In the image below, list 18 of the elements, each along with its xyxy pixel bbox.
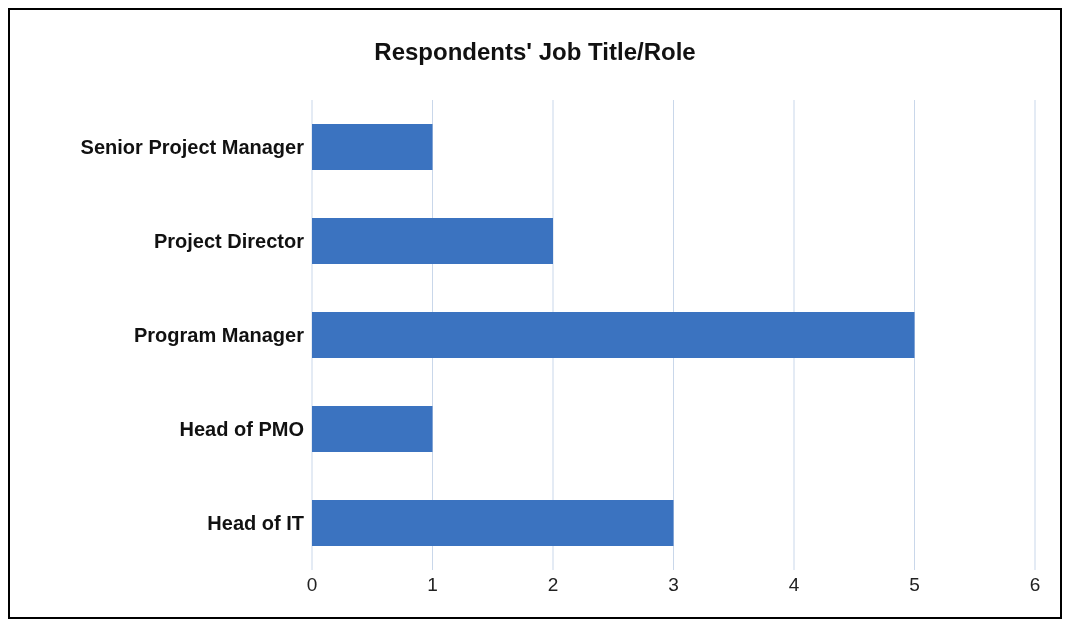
bar [312, 124, 433, 170]
bar [312, 312, 915, 358]
x-tick-label: 1 [427, 574, 438, 596]
bar [312, 406, 433, 452]
y-tick-label: Program Manager [133, 324, 305, 347]
y-tick-label: Head of IT [207, 512, 304, 535]
y-tick-label: Project Director [153, 230, 305, 253]
x-tick-label: 5 [909, 574, 920, 596]
x-tick-label: 2 [547, 574, 559, 596]
chart-title: Respondents' Job Title/Role [373, 38, 697, 66]
x-tick-label: 4 [788, 574, 800, 596]
bar [312, 500, 674, 546]
y-tick-label: Head of PMO [179, 418, 304, 441]
y-tick-label: Senior Project Manager [80, 136, 305, 159]
bar [312, 218, 553, 264]
x-tick-label: 3 [668, 574, 679, 596]
x-tick-label: 0 [306, 574, 318, 596]
x-tick-label: 6 [1029, 574, 1041, 596]
